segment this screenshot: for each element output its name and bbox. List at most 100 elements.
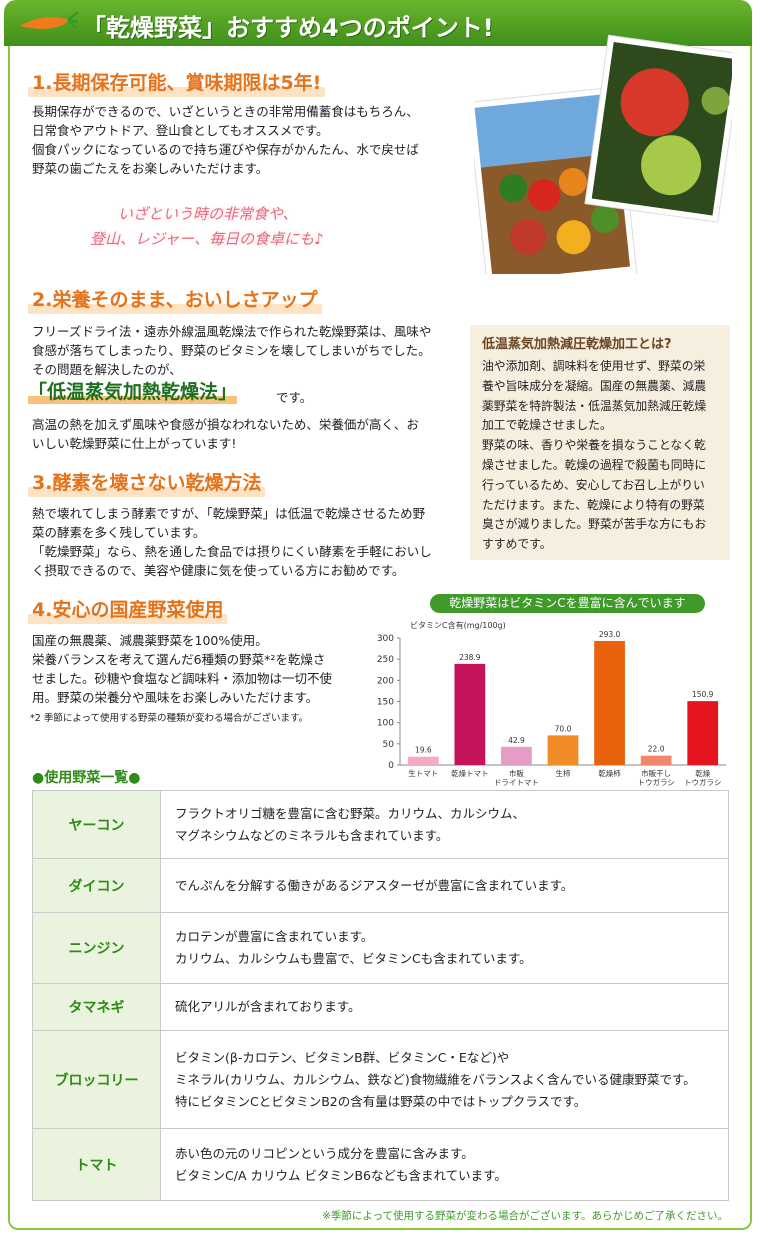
x-tick-label: 乾燥トマト [451,769,489,778]
vegetable-desc: カロテンが豊富に含まれています。カリウム、カルシウムも豊富で、ビタミンCも含まれ… [160,912,729,984]
x-tick-label: 生柿 [555,769,571,778]
carrot-icon [20,10,79,30]
desc-line: ビタミンC/A カリウム ビタミンB6なども含まれています。 [175,1167,507,1183]
bar [547,735,579,765]
footnote-small: *2 季節によって使用する野菜の種類が変わる場合がございます。 [30,713,309,724]
value-label: 150.9 [692,690,714,699]
table-row: ヤーコン フラクトオリゴ糖を豊富に含む野菜。カリウム、カルシウム、 マグネシウムなど… [32,790,729,859]
footnote: ※季節によって使用する野菜が変わる場合がございます。あらかじめご了承ください。 [322,1210,728,1222]
y-tick-label: 100 [377,719,394,729]
value-label: 22.0 [648,745,665,754]
vegetable-name: ニンジン [32,912,161,984]
vegetable-photos [474,34,732,274]
callout-line: いざという時の非常食や、 [118,205,298,223]
desc-line: 硫化アリルが含まれております。 [175,999,361,1014]
sidebar-line: 行っているため、安心してお召し上がりい [482,477,705,492]
vegetable-desc: 赤い色の元のリコピンという成分を豊富に含みます。ビタミンC/A カリウム ビタミ… [160,1128,729,1201]
y-tick-label: 150 [377,698,394,708]
x-tick-label: 乾燥柿 [598,769,621,778]
chart-title: 乾燥野菜はビタミンCを豊富に含んでいます [430,594,705,613]
sidebar-line: 養や旨味成分を凝縮。国産の無農薬、減農 [482,378,707,393]
sidebar-line: 油や添加剤、調味料を使用せず、野菜の栄 [482,359,706,373]
sidebar-line: ただけます。また、乾燥により特有の野菜 [482,497,705,512]
desc-line: でんぷんを分解する働きがあるジアスターゼが豊富に含まれています。 [175,877,574,893]
sidebar-title: 低温蒸気加熱減圧乾燥加工とは? [482,337,672,352]
vegetable-desc: でんぷんを分解する働きがあるジアスターゼが豊富に含まれています。 [160,858,729,913]
value-label: 238.9 [459,653,481,662]
bar [407,756,439,765]
bar [640,755,672,765]
x-tick-label: 乾燥 トウガラシ [684,769,722,787]
sidebar-line: 野菜の味、香りや栄養を損なうことなく乾 [482,438,706,453]
desc-line: ミネラル(カリウム、カルシウム、鉄など)食物繊維をバランスよく含んでいる健康野菜… [175,1071,696,1087]
section-heading: 3.酵素を壊さない乾燥方法 [28,468,266,497]
section-heading: 2.栄養そのまま、おいしさアップ [28,285,322,314]
x-tick-label: 市販 ドライトマト [493,769,539,787]
desc-line: 赤い色の元のリコピンという成分を豊富に含みます。 [175,1145,474,1161]
sidebar-line: 臭さが減りました。野菜が苦手な方にもお [482,517,707,532]
body-line: せました。砂糖や食塩など調味料・添加物は一切不使 [32,671,333,686]
body-line: その問題を解決したのが、 [32,362,182,377]
y-tick-label: 50 [383,740,395,750]
body-line: フリーズドライ法・遠赤外線温風乾燥法で作られた乾燥野菜は、風味や [32,324,432,339]
bar [501,746,532,765]
table-row: ニンジン カロテンが豊富に含まれています。カリウム、カルシウムも豊富で、ビタミンC… [32,912,729,984]
body-line: 熱で壊れてしまう酵素ですが、「乾燥野菜」は低温で乾燥させるため野 [32,506,426,521]
vegetable-name: トマト [32,1128,161,1201]
callout-line: 登山、レジャー、毎日の食卓にも♪ [90,230,324,248]
value-label: 293.0 [599,630,621,639]
y-tick-label: 200 [377,676,394,686]
vegetable-desc: 硫化アリルが含まれております。 [160,983,729,1031]
x-tick-label: 市販干し トウガラシ [637,769,675,787]
y-axis-label: ビタミンC含有(mg/100g) [410,620,506,630]
vegetable-name: ダイコン [32,858,161,913]
body-line: く摂取できるので、美容や健康に気を使っている方にお勧めです。 [32,563,405,578]
desc-line: カリウム、カルシウムも豊富で、ビタミンCも含まれています。 [175,951,532,966]
chart: ビタミンC含有(mg/100g) 0 50 100 150 200 250 300 19.6 2… [377,620,726,770]
vegetable-desc: フラクトオリゴ糖を豊富に含む野菜。カリウム、カルシウム、 マグネシウムなどのミネラ… [160,790,729,859]
body-line: 長期保存ができるので、いざというときの非常用備蓄食はもちろん、 [32,104,419,119]
body-line: 「乾燥野菜」なら、熱を通した食品では摂りにくい酵素を手軽においし [32,544,432,559]
body-line: 高温の熱を加えず風味や食感が損なわれないため、栄養価が高く、お [32,417,419,432]
body-line: 菜の酵素を多く残しています。 [32,525,206,540]
sidebar-line: 加工で乾燥させました。 [482,418,612,433]
sidebar-line: すすめです。 [482,537,552,552]
value-label: 42.9 [508,736,525,745]
table-row: ブロッコリー ビタミン(β-カロテン、ビタミンB群、ビタミンC・Eなど)やミネラル… [32,1030,729,1129]
highlight-suffix: です。 [276,390,313,405]
desc-line: 特にビタミンCとビタミンB2の含有量は野菜の中ではトップクラスです。 [175,1093,587,1109]
body-line: 国産の無農薬、減農薬野菜を100%使用。 [32,633,268,648]
table-row: トマト 赤い色の元のリコピンという成分を豊富に含みます。ビタミンC/A カリウム … [32,1128,729,1201]
body-line: 用。野菜の栄養分や風味をお楽しみいただけます。 [32,690,319,705]
body-line: いしい乾燥野菜に仕上がっています! [32,436,237,451]
highlight-text: 「低温蒸気加熱乾燥法」 [28,377,238,404]
desc-line: ビタミン(β-カロテン、ビタミンB群、ビタミンC・Eなど)や [175,1049,510,1065]
desc-line: マグネシウムなどのミネラルも含まれています。 [175,827,449,843]
body-line: 日常食やアウトドア、登山食としてもオススメです。 [32,123,329,138]
vegetable-name: タマネギ [32,983,161,1031]
sidebar-box: 低温蒸気加熱減圧乾燥加工とは? 油や添加剤、調味料を使用せず、野菜の栄 養や旨味成… [470,325,730,560]
bar [594,640,625,765]
table-row: ダイコン でんぷんを分解する働きがあるジアスターゼが豊富に含まれています。 [32,858,729,913]
body-line: 栄養バランスを考えて選んだ6種類の野菜*²を乾燥さ [32,652,326,667]
body-line: 野菜の歯ごたえをお楽しみいただけます。 [32,161,269,176]
vegetable-name: ブロッコリー [32,1030,161,1129]
bar [687,701,719,765]
y-tick-label: 300 [377,634,394,644]
value-label: 19.6 [415,746,432,755]
sidebar-line: 燥させました。乾燥の過程で殺菌も同時に [482,458,707,472]
vegetable-desc: ビタミン(β-カロテン、ビタミンB群、ビタミンC・Eなど)やミネラル(カリウム、… [160,1030,729,1129]
vegetable-table: ヤーコン フラクトオリゴ糖を豊富に含む野菜。カリウム、カルシウム、 マグネシウムなど… [32,790,729,1201]
y-tick-label: 250 [377,655,394,665]
desc-line: フラクトオリゴ糖を豊富に含む野菜。カリウム、カルシウム、 [175,805,526,821]
body-line: 食感が落ちてしまったり、野菜のビタミンを壊してしまいがちでした。 [32,343,431,358]
bar [454,663,486,765]
page-title: 「乾燥野菜」おすすめ4つのポイント! [82,14,494,42]
desc-line: カロテンが豊富に含まれています。 [175,929,374,944]
sidebar-line: 薬野菜を特許製法・低温蒸気加熱減圧乾燥 [482,398,707,413]
value-label: 70.0 [555,724,572,733]
y-tick-label: 0 [388,761,394,770]
section-heading: 4.安心の国産野菜使用 [28,595,228,624]
table-row: タマネギ 硫化アリルが含まれております。 [32,983,729,1031]
